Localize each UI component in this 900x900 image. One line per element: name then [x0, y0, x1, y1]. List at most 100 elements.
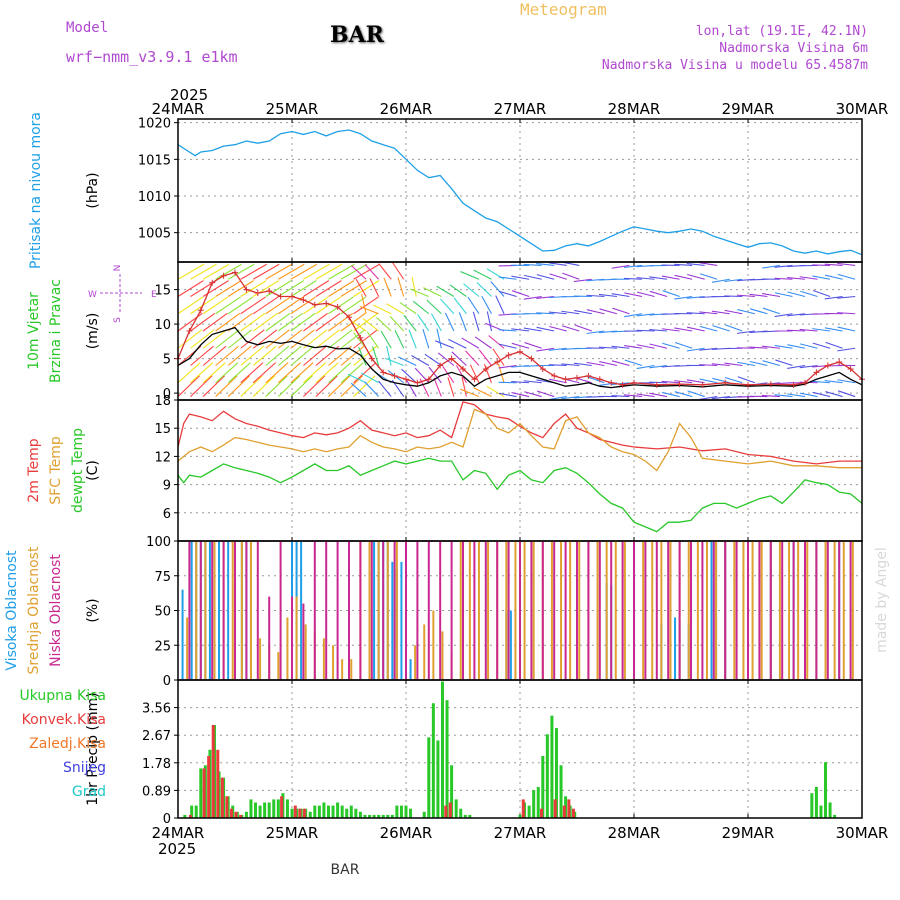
- wind-arrow: [265, 296, 291, 315]
- gust-marker: [619, 381, 626, 388]
- wind-arrow: [661, 380, 680, 384]
- gust-marker: [334, 303, 341, 310]
- line-temp2m: [177, 401, 862, 465]
- wind-arrow: [202, 263, 230, 280]
- legend-frozen_precip: Zaledj.Kisa: [29, 736, 106, 752]
- wind-arrow: [611, 264, 630, 269]
- bar-conv_precip: [444, 805, 448, 818]
- bar-total_precip: [814, 786, 818, 818]
- x-tick-label-top: 29MAR: [722, 100, 775, 118]
- legend-total_precip: Ukupna Kisa: [19, 688, 106, 704]
- wind-arrow: [369, 278, 380, 297]
- bar-total_precip: [810, 793, 814, 818]
- wind-arrow: [699, 378, 718, 384]
- wind-arrow: [799, 364, 818, 369]
- wind-arrow: [761, 394, 780, 398]
- bar-mid_cloud: [669, 541, 672, 680]
- wind-arrow: [712, 377, 730, 384]
- wind-arrow: [227, 329, 253, 349]
- wind-arrow: [315, 329, 340, 349]
- wind-arrow: [824, 295, 843, 300]
- bar-high_cloud: [218, 541, 221, 680]
- wind-arrow: [762, 307, 781, 315]
- wind-arrow: [361, 294, 367, 314]
- wind-arrow: [411, 276, 417, 297]
- wind-arrow: [277, 345, 302, 366]
- bar-high_cloud: [710, 541, 713, 680]
- wind-arrow: [315, 296, 342, 315]
- gust-marker: [403, 376, 409, 383]
- wind-arrow: [277, 362, 301, 384]
- wind-arrow: [524, 342, 542, 349]
- bar-mid_cloud: [477, 541, 480, 680]
- gust-marker: [437, 362, 444, 369]
- wind-arrow: [724, 309, 743, 315]
- wind-arrow: [433, 377, 442, 397]
- bar-mid_cloud: [231, 541, 234, 680]
- wind-arrow: [278, 280, 305, 297]
- bar-high_cloud: [400, 561, 403, 680]
- wind-arrow: [403, 314, 417, 332]
- wind-arrow: [392, 262, 405, 280]
- wind-arrow: [190, 312, 216, 332]
- wind-arrow: [636, 277, 655, 280]
- bar-low_cloud: [519, 541, 521, 680]
- x-tick-label-top: 25MAR: [266, 100, 319, 118]
- wind-arrow: [465, 350, 480, 366]
- bar-low_cloud: [769, 541, 772, 680]
- model-altitude-text: Nadmorska Visina u modelu 65.4587m: [601, 58, 868, 73]
- gust-marker: [802, 379, 808, 386]
- y-tick-label: 15: [154, 422, 171, 437]
- unit-label: (hPa): [85, 172, 101, 208]
- wind-arrow: [315, 280, 342, 297]
- bar-mid_cloud: [696, 541, 699, 680]
- wind-arrow: [358, 346, 367, 366]
- wind-arrow: [787, 393, 806, 398]
- bar-mid_cloud: [395, 541, 398, 680]
- bar-mid_cloud: [733, 541, 736, 680]
- gust-marker: [847, 365, 854, 372]
- wind-arrow: [353, 280, 380, 297]
- wind-arrow: [586, 330, 605, 335]
- wind-arrow: [495, 295, 505, 314]
- wind-arrow: [389, 315, 405, 332]
- wind-arrow: [649, 392, 668, 398]
- panel-precip: 0 0.89 1.78 2.67 3.56 1hr Precip (mm)Ukupna K…: [19, 679, 863, 827]
- bar-total_precip: [345, 808, 349, 818]
- wind-arrow: [536, 347, 555, 352]
- bar-conv_precip: [188, 814, 192, 818]
- bar-mid_cloud: [377, 541, 380, 680]
- bar-mid_cloud: [277, 652, 280, 680]
- wind-arrow: [536, 295, 555, 299]
- bar-mid_cloud: [532, 541, 535, 680]
- bar-low_cloud: [484, 541, 487, 680]
- bar-mid_cloud: [249, 541, 252, 680]
- bar-low_cloud: [530, 541, 533, 680]
- wind-arrow: [824, 379, 843, 384]
- bar-low_cloud: [268, 596, 271, 680]
- wind-arrow: [177, 375, 200, 397]
- footer-station: BAR: [331, 862, 360, 878]
- wind-arrow: [699, 262, 718, 266]
- wind-arrow: [488, 335, 505, 349]
- y-tick-label: 5: [163, 353, 171, 368]
- wind-arrow: [190, 362, 214, 384]
- wind-arrow: [497, 363, 505, 383]
- wind-arrow: [686, 295, 705, 299]
- wind-arrow: [511, 380, 530, 384]
- wind-arrow: [265, 312, 291, 332]
- wind-arrow: [215, 329, 240, 349]
- bar-total_precip: [395, 805, 399, 818]
- wind-arrow: [410, 288, 430, 298]
- x-tick-label-bottom: 25MAR: [266, 824, 319, 842]
- wind-arrow: [624, 345, 643, 349]
- y-tick-label: 3.56: [142, 702, 171, 717]
- bar-total_precip: [445, 700, 449, 818]
- wind-arrow: [599, 361, 618, 367]
- y-tick-label: 1015: [138, 153, 171, 168]
- wind-arrow: [787, 276, 806, 280]
- bar-low_cloud: [291, 596, 293, 680]
- wind-arrow: [202, 345, 227, 366]
- wind-arrow: [774, 344, 793, 349]
- wind-arrow: [290, 296, 317, 315]
